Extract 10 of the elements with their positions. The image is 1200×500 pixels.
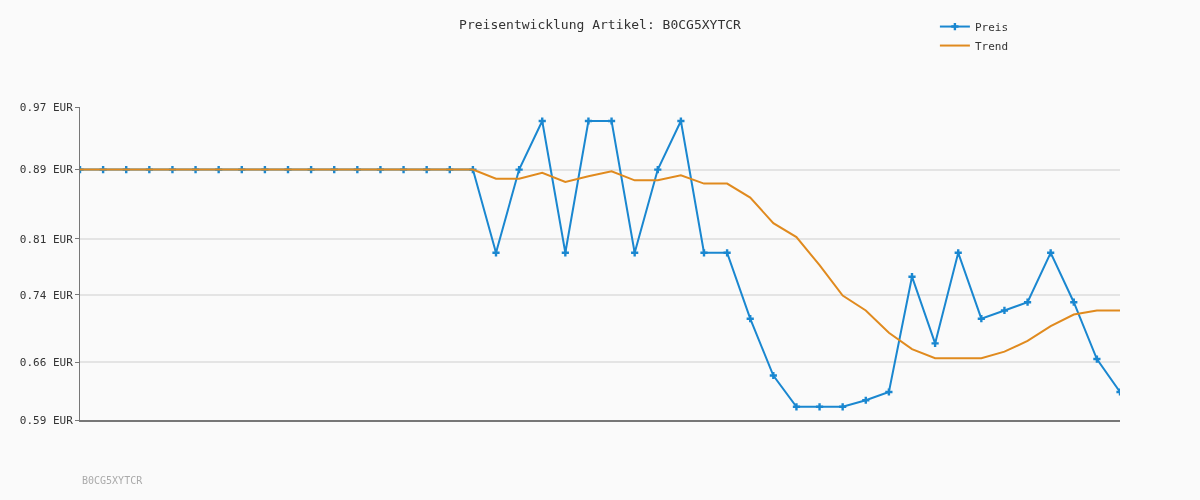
y-tick-label: 0.59 EUR [19,413,74,427]
legend-label: Trend [974,39,1009,53]
y-tick-label: 0.66 EUR [19,356,74,370]
y-tick-label: 0.81 EUR [19,232,74,246]
y-tick-label: 0.74 EUR [19,288,74,302]
y-tick-label: 0.97 EUR [19,100,74,114]
legend-label: Preis [974,20,1009,34]
y-tick-label: 0.89 EUR [19,163,74,177]
text: B0CG5XYTCR [82,475,144,486]
chart-title: Preisentwicklung Artikel: B0CG5XYTCR [459,17,742,33]
